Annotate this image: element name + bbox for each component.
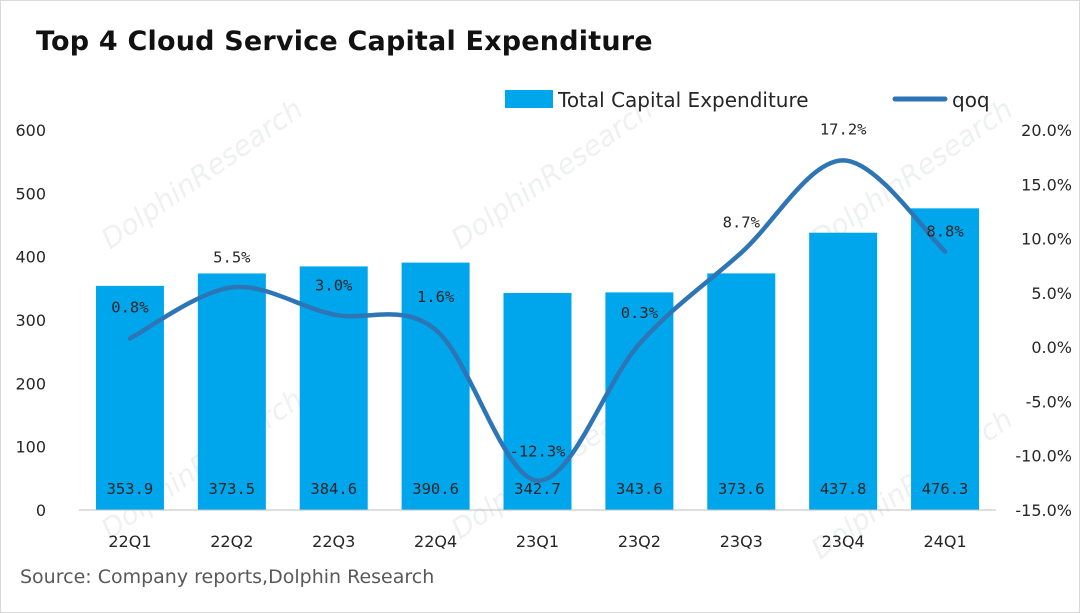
bar-value-label: 343.6 [616,480,663,498]
x-tick-label: 22Q2 [210,532,253,551]
y-left-tick-label: 600 [15,121,46,140]
source-note: Source: Company reports,Dolphin Research [20,566,435,588]
qoq-value-label: 8.8% [926,223,964,241]
bar-23Q4 [809,232,878,510]
qoq-value-label: 17.2% [820,120,867,138]
x-tick-label: 23Q1 [516,532,559,551]
qoq-line [127,158,948,483]
legend-bar-swatch [505,90,553,108]
y-right-tick-label: 15.0% [1021,175,1072,194]
y-right-tick-label: 20.0% [1021,121,1072,140]
bar-24Q1 [911,208,980,511]
y-right-tick-label: -5.0% [1026,392,1072,411]
qoq-value-label: 5.5% [213,248,251,266]
bar-22Q3 [299,266,368,510]
bar-value-label: 373.6 [718,480,765,498]
bar-value-label: 384.6 [310,480,357,498]
bar-value-label: 373.5 [208,480,255,498]
y-right-tick-label: -10.0% [1015,447,1072,466]
y-right-tick-label: 0.0% [1031,338,1072,357]
y-right-tick-label: 5.0% [1031,284,1072,303]
x-tick-label: 22Q1 [108,532,151,551]
bar-value-label: 353.9 [107,480,154,498]
qoq-value-label: 0.8% [111,298,149,316]
bar-23Q2 [605,292,674,510]
bar-23Q1 [503,292,572,510]
watermark-text: DolphinResearch [95,92,309,255]
y-left-tick-label: 300 [15,311,46,330]
x-tick-label: 22Q4 [414,532,457,551]
y-right-tick-label: -15.0% [1015,501,1072,520]
data-labels: 353.9 373.5 384.6 390.6 342.7 343.6 373.6 437.8… [107,120,969,498]
x-tick-label: 24Q1 [923,532,966,551]
axes: 0 100 200 300 400 500 600 -15.0% -10.0% -5.0% 0.0%… [15,121,1072,551]
y-left-tick-label: 0 [36,501,46,520]
y-right-tick-label: 10.0% [1021,230,1072,249]
bar-series [95,208,980,511]
bar-value-label: 390.6 [412,480,459,498]
y-left-tick-label: 100 [15,438,46,457]
qoq-value-label: -12.3% [510,443,567,461]
bar-value-label: 476.3 [922,480,969,498]
y-left-tick-label: 500 [15,184,46,203]
y-left-tick-label: 400 [15,248,46,267]
x-tick-label: 23Q4 [822,532,865,551]
bar-22Q4 [401,262,470,510]
bar-value-label: 437.8 [820,480,867,498]
bar-value-label: 342.7 [514,480,561,498]
chart-title: Top 4 Cloud Service Capital Expenditure [36,26,653,57]
legend: Total Capital Expenditure qoq [505,88,990,112]
x-tick-label: 23Q2 [618,532,661,551]
watermark-text: DolphinResearch [445,92,659,255]
qoq-value-label: 3.0% [315,277,353,295]
qoq-value-label: 0.3% [621,304,659,322]
qoq-value-label: 8.7% [723,214,761,232]
bar-22Q1 [95,285,164,510]
x-tick-label: 23Q3 [720,532,763,551]
x-tick-label: 22Q3 [312,532,355,551]
qoq-line-series [127,158,948,483]
y-left-tick-label: 200 [15,374,46,393]
legend-line-label: qoq [952,88,990,112]
bar-22Q2 [197,273,266,510]
legend-bar-label: Total Capital Expenditure [557,88,809,112]
qoq-value-label: 1.6% [417,288,455,306]
bar-23Q3 [707,273,776,510]
